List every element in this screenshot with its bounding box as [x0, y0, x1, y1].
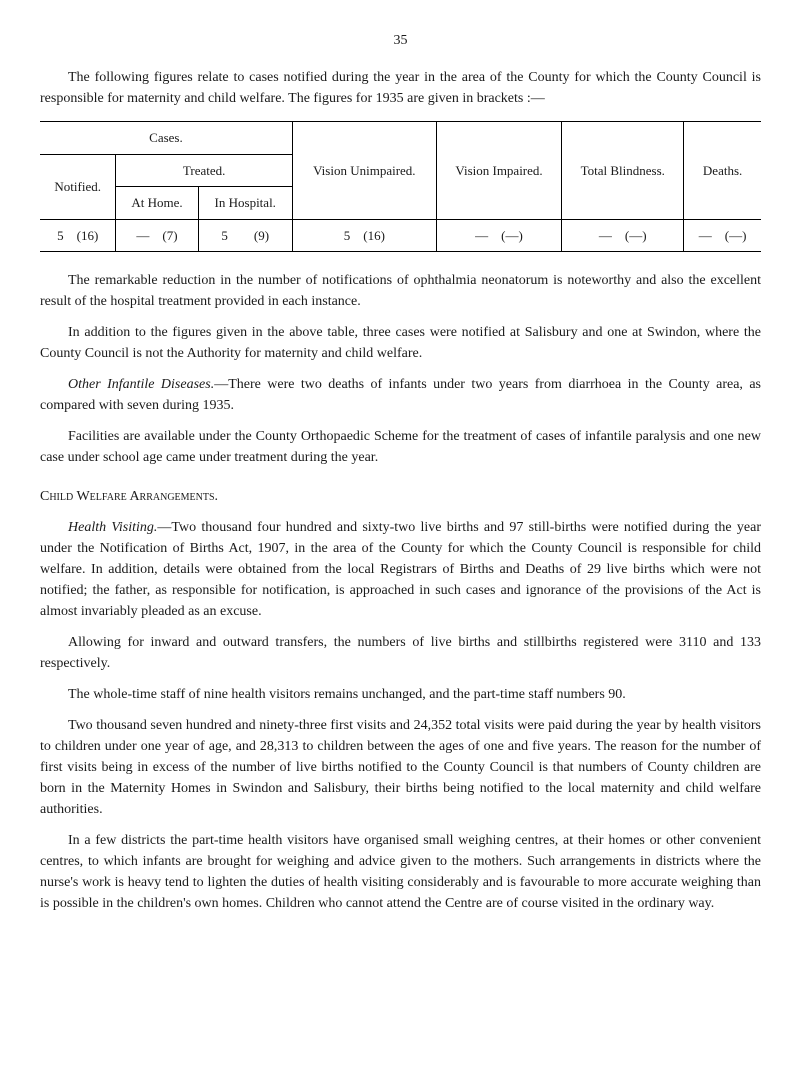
lead-health-visiting: Health Visiting. [68, 520, 157, 535]
col-total-blindness: Total Blindness. [562, 122, 684, 220]
col-at-home: At Home. [116, 187, 198, 220]
cell-vision-unimpaired: 5 (16) [292, 219, 436, 252]
cell-notified: 5 (16) [40, 219, 116, 252]
para-health-visiting: Health Visiting.—Two thousand four hundr… [40, 517, 761, 622]
section-title-child-welfare: Child Welfare Arrangements. [40, 486, 761, 507]
header-treated: Treated. [116, 154, 293, 187]
para-visits: Two thousand seven hundred and ninety-th… [40, 715, 761, 820]
cell-at-home: — (7) [116, 219, 198, 252]
intro-paragraph: The following figures relate to cases no… [40, 67, 761, 109]
cell-vision-impaired: — (—) [436, 219, 562, 252]
para-remarkable-reduction: The remarkable reduction in the number o… [40, 270, 761, 312]
cell-total-blindness: — (—) [562, 219, 684, 252]
cell-in-hospital: 5 (9) [198, 219, 292, 252]
cell-deaths: — (—) [684, 219, 761, 252]
col-vision-impaired: Vision Impaired. [436, 122, 562, 220]
para-other-infantile: Other Infantile Diseases.—There were two… [40, 374, 761, 416]
para-in-addition: In addition to the figures given in the … [40, 322, 761, 364]
para-whole-time-staff: The whole-time staff of nine health visi… [40, 684, 761, 705]
para-allowing: Allowing for inward and outward transfer… [40, 632, 761, 674]
col-in-hospital: In Hospital. [198, 187, 292, 220]
col-deaths: Deaths. [684, 122, 761, 220]
para-facilities: Facilities are available under the Count… [40, 426, 761, 468]
col-notified: Notified. [40, 154, 116, 219]
header-cases: Cases. [40, 122, 292, 155]
col-vision-unimpaired: Vision Unimpaired. [292, 122, 436, 220]
para-weighing-centres: In a few districts the part-time health … [40, 830, 761, 914]
page-number: 35 [40, 30, 761, 51]
lead-other-infantile: Other Infantile Diseases. [68, 377, 214, 392]
cases-table: Cases. Vision Unimpaired. Vision Impaire… [40, 121, 761, 252]
